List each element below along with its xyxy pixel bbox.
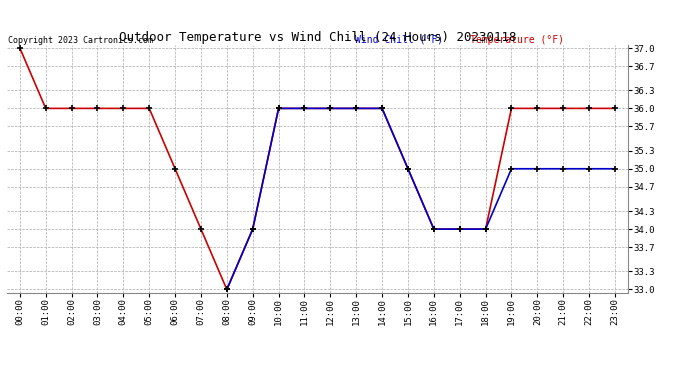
Text: Temperature (°F): Temperature (°F) bbox=[469, 35, 564, 45]
Text: Wind Chill (°F): Wind Chill (°F) bbox=[355, 35, 443, 45]
Text: Copyright 2023 Cartronics.com: Copyright 2023 Cartronics.com bbox=[8, 36, 152, 45]
Title: Outdoor Temperature vs Wind Chill (24 Hours) 20230118: Outdoor Temperature vs Wind Chill (24 Ho… bbox=[119, 31, 516, 44]
